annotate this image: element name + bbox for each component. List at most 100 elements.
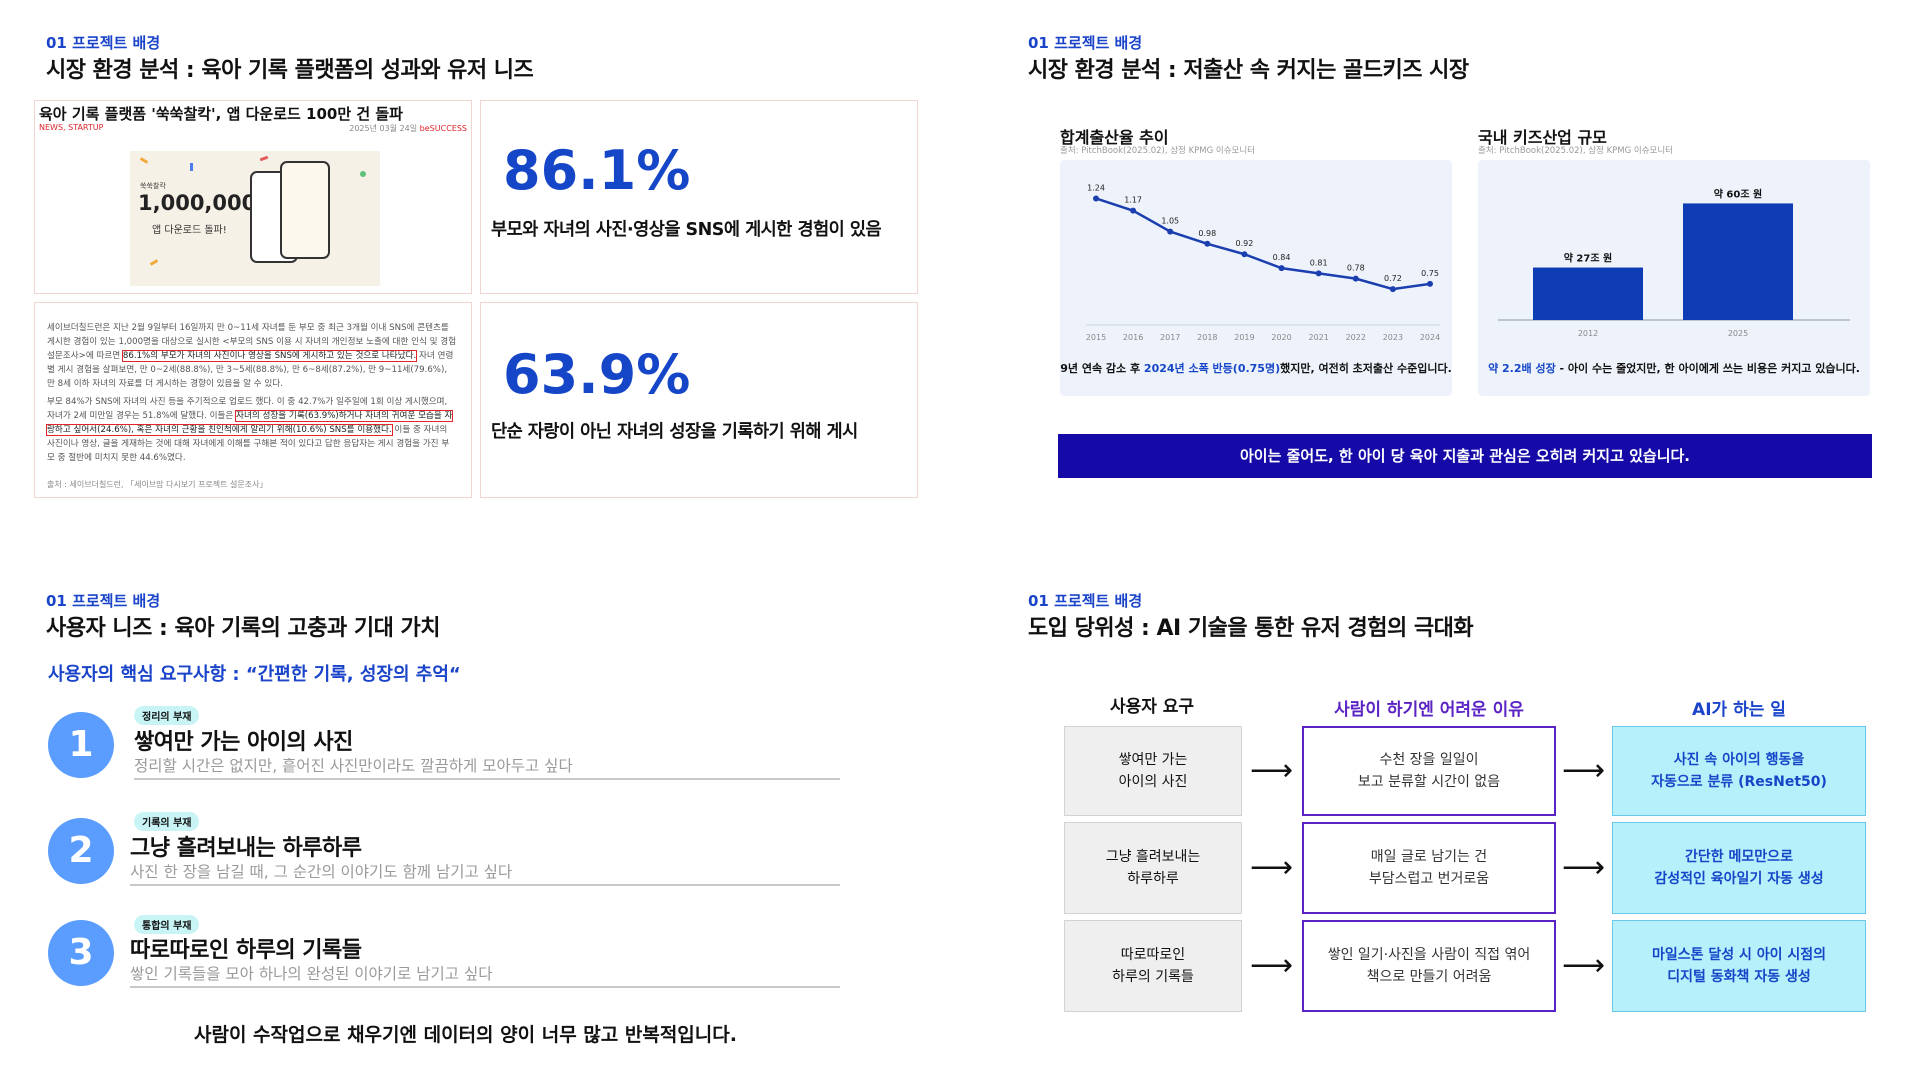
arrow-right-icon: ⟶ <box>1562 753 1606 788</box>
caption-text: 9년 연속 감소 후 <box>1060 362 1144 375</box>
ai-box: 사진 속 아이의 행동을 자동으로 분류 (ResNet50) <box>1612 726 1866 816</box>
divider <box>130 986 840 988</box>
needs-title: 사용자의 핵심 요구사항 : “간편한 기록, 성장의 추억“ <box>48 664 461 685</box>
section-tag: 01 프로젝트 배경 <box>46 592 161 610</box>
article-text: 이들 중 자녀의 사진이나 영상, 글을 게재하는 것에 대해 자녀에게 이해를… <box>47 425 450 463</box>
summary-banner: 아이는 줄어도, 한 아이 당 육아 지출과 관심은 오히려 커지고 있습니다. <box>1058 434 1872 478</box>
section-tag: 01 프로젝트 배경 <box>1028 34 1143 52</box>
need-description: 쌓인 기록들을 모아 하나의 완성된 이야기로 남기고 싶다 <box>130 965 493 983</box>
news-category: NEWS, STARTUP <box>39 123 104 132</box>
chart-source: 출처: PitchBook(2025.02), 삼정 KPMG 이슈모니터 <box>1060 146 1256 156</box>
section-tag: 01 프로젝트 배경 <box>46 34 161 52</box>
article-card: 세이브더칠드런은 지난 2월 9일부터 16일까지 만 0~11세 자녀를 둔 … <box>34 302 472 498</box>
bar-chart: 약 27조 원 2012 약 60조 원 2025 <box>1498 187 1850 338</box>
x-tick-label: 2025 <box>1728 329 1748 338</box>
number-badge: 3 <box>48 920 114 986</box>
data-point <box>1241 251 1248 258</box>
column-heading-ai: AI가 하는 일 <box>1692 700 1786 720</box>
column-heading-need: 사용자 요구 <box>1109 697 1195 717</box>
chart-caption: 약 2.2배 성장 - 아이 수는 줄었지만, 한 아이에게 쓰는 비용은 커지… <box>1478 360 1870 376</box>
arrow-right-icon: ⟶ <box>1250 948 1294 983</box>
data-label: 0.84 <box>1273 253 1291 262</box>
need-heading: 그냥 흘려보내는 하루하루 <box>130 836 362 861</box>
bar-label: 약 60조 원 <box>1714 187 1762 200</box>
stat-value: 86.1% <box>503 139 691 202</box>
divider <box>134 778 840 780</box>
data-point <box>1204 240 1211 247</box>
arrow-right-icon: ⟶ <box>1250 850 1294 885</box>
data-label: 0.98 <box>1198 229 1216 238</box>
x-tick-label: 2019 <box>1234 333 1254 342</box>
confetti-decoration <box>360 171 366 177</box>
x-tick-label: 2015 <box>1086 333 1106 342</box>
reason-box: 매일 글로 남기는 건 부담스럽고 번거로움 <box>1302 822 1556 914</box>
chart-caption: 9년 연속 감소 후 2024년 소폭 반등(0.75명)했지만, 여전히 초저… <box>1060 360 1452 376</box>
promo-caption: 앱 다운로드 돌파! <box>152 225 227 236</box>
need-tag: 통합의 부재 <box>134 915 200 934</box>
data-point <box>1427 280 1433 287</box>
stat-description: 부모와 자녀의 사진·영상을 SNS에 게시한 경험이 있음 <box>491 220 882 240</box>
box-line: 마일스톤 달성 시 아이 시점의 <box>1651 947 1827 963</box>
promo-count: 1,000,000 <box>138 191 257 215</box>
need-heading: 따로따로인 하루의 기록들 <box>130 938 362 963</box>
article-highlight: 86.1%의 부모가 자녀의 사진이나 영상을 SNS에 게시하고 있는 것으로… <box>121 350 418 362</box>
stat-card-1: 86.1% 부모와 자녀의 사진·영상을 SNS에 게시한 경험이 있음 <box>480 100 918 294</box>
news-date-text: 2025년 03월 24일 <box>349 124 418 133</box>
column-heading-reason: 사람이 하기엔 어려운 이유 <box>1334 700 1524 720</box>
x-tick-label: 2022 <box>1346 333 1366 342</box>
article-paragraph-1: 세이브더칠드런은 지난 2월 9일부터 16일까지 만 0~11세 자녀를 둔 … <box>47 321 457 391</box>
article-source: 출처 : 세이브더칠드런, 「세이브맘 다시보기 프로젝트 설문조사」 <box>47 480 268 489</box>
box-line: 하루하루 <box>1127 871 1179 887</box>
box-line: 사진 속 아이의 행동을 <box>1673 752 1805 768</box>
data-point <box>1167 228 1174 235</box>
slide-title: 도입 당위성 : AI 기술을 통한 유저 경험의 극대화 <box>1028 616 1474 641</box>
data-label: 0.75 <box>1421 269 1439 278</box>
data-point <box>1389 286 1396 293</box>
chart-source: 출처: PitchBook(2025.02), 삼정 KPMG 이슈모니터 <box>1478 146 1674 156</box>
need-description: 정리할 시간은 없지만, 흩어진 사진만이라도 깔끔하게 모아두고 싶다 <box>134 757 573 775</box>
x-tick-label: 2024 <box>1420 333 1440 342</box>
article-highlight: 자녀의 성장을 기록(63.9%)하거나 자녀의 귀여운 모습을 자랑하고 싶어… <box>45 410 454 436</box>
x-tick-label: 2018 <box>1197 333 1217 342</box>
slide-title: 사용자 니즈 : 육아 기록의 고충과 기대 가치 <box>46 616 441 641</box>
data-point <box>1093 195 1099 202</box>
data-label: 1.24 <box>1087 183 1105 192</box>
data-label: 0.92 <box>1236 239 1254 248</box>
box-line: 쌓인 일기·사진을 사람이 직접 엮어 <box>1327 947 1531 963</box>
promo-image: 쑥쑥찰칵 1,000,000 앱 다운로드 돌파! <box>130 151 380 286</box>
news-source: beSUCCESS <box>419 124 467 133</box>
chart-title: 국내 키즈산업 규모 <box>1478 128 1607 147</box>
brand-logo: 쑥쑥찰칵 <box>140 182 166 190</box>
box-line: 그냥 흘려보내는 <box>1105 849 1201 865</box>
data-point <box>1130 207 1137 214</box>
confetti-decoration <box>149 259 159 266</box>
data-label: 0.78 <box>1347 264 1365 273</box>
x-tick-label: 2017 <box>1160 333 1180 342</box>
reason-box: 수천 장을 일일이 보고 분류할 시간이 없음 <box>1302 726 1556 816</box>
series-line <box>1095 197 1431 291</box>
confetti-decoration <box>190 163 193 171</box>
number-badge: 1 <box>48 712 114 778</box>
box-line: 간단한 메모만으로 <box>1685 849 1793 865</box>
article-text: 자녀 연령별 게시 경험을 살펴보면, 만 0~2세(88.8%), 만 3~5… <box>47 351 454 389</box>
data-label: 1.17 <box>1124 196 1142 205</box>
arrow-right-icon: ⟶ <box>1562 948 1606 983</box>
bar-chart-panel: 약 27조 원 2012 약 60조 원 2025 약 2.2배 성장 - 아이 수는… <box>1478 160 1870 396</box>
box-line: 디지털 동화책 자동 생성 <box>1667 969 1811 985</box>
bar <box>1683 203 1793 320</box>
caption-highlight: 약 2.2배 성장 <box>1488 362 1556 375</box>
x-tick-label: 2021 <box>1308 333 1328 342</box>
data-label: 1.05 <box>1161 217 1179 226</box>
box-line: 감성적인 육아일기 자동 생성 <box>1654 871 1824 887</box>
box-line: 책으로 만들기 어려움 <box>1366 969 1492 985</box>
line-chart-panel: 1.24 2015 1.17 2016 1.05 2017 0.98 2018 0.92 2019… <box>1060 160 1452 396</box>
caption-highlight: 2024년 소폭 반등(0.75명) <box>1143 362 1281 375</box>
need-tag: 기록의 부재 <box>134 812 200 831</box>
slide-title: 시장 환경 분석 : 저출산 속 커지는 골드키즈 시장 <box>1028 58 1469 83</box>
confetti-decoration <box>259 155 269 162</box>
number-badge: 2 <box>48 818 114 884</box>
news-title[interactable]: 육아 기록 플랫폼 '쑥쑥찰칵', 앱 다운로드 100만 건 돌파 <box>39 105 403 123</box>
